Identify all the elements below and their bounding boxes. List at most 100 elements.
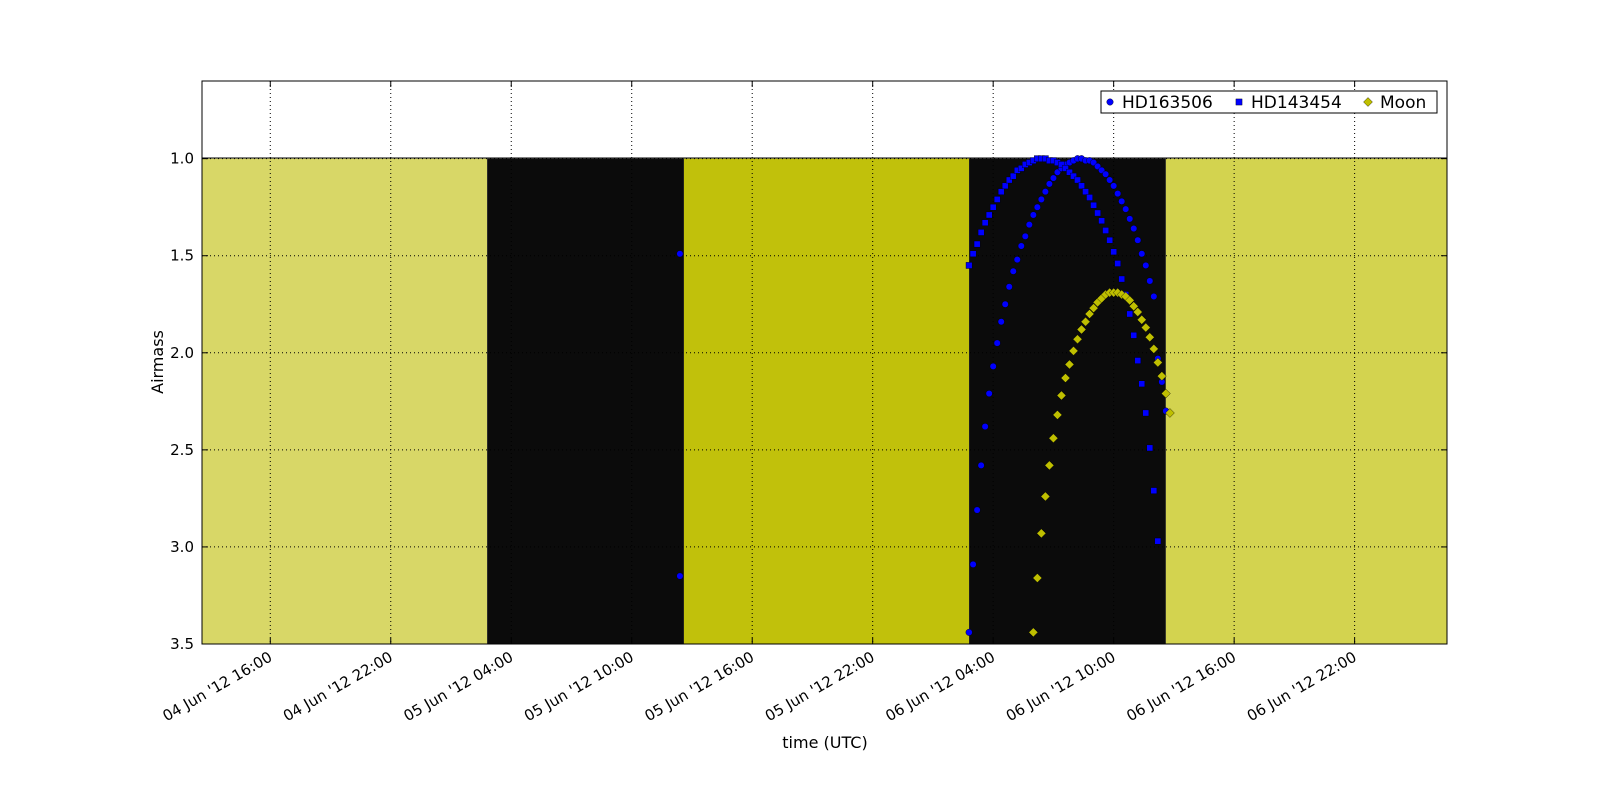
hd163506-point	[989, 362, 997, 370]
moon-point	[1084, 309, 1095, 319]
hd143454-point	[969, 250, 977, 258]
hd143454-point	[965, 262, 973, 269]
hd163506-point	[1037, 195, 1045, 203]
legend-marker-moon	[1363, 97, 1373, 107]
y-tick-label: 1.0	[170, 150, 194, 168]
hd143454-point	[1094, 209, 1101, 217]
hd143454-point	[1001, 182, 1009, 190]
hd163506-point	[973, 506, 981, 514]
background-band	[487, 158, 684, 645]
hd163506-point	[1102, 170, 1110, 178]
hd163506-point	[1029, 211, 1037, 219]
moon-point	[1028, 627, 1039, 638]
hd143454-point	[973, 240, 981, 248]
moon-point	[1136, 315, 1147, 325]
hd163506-point	[676, 250, 684, 258]
hd163506-point	[1041, 188, 1049, 196]
hd163506-point	[1134, 236, 1142, 244]
x-tick-label: 04 Jun '12 16:00	[160, 648, 276, 725]
hd143454-point	[1150, 487, 1158, 494]
hd143454-point	[1110, 248, 1117, 256]
moon-point	[1052, 410, 1063, 420]
hd163506-point	[1118, 197, 1126, 205]
hd143454-point	[1142, 409, 1150, 417]
hd163506-point	[1130, 225, 1138, 232]
hd143454-point	[989, 203, 997, 211]
moon-point	[1088, 303, 1099, 313]
moon-point	[1132, 307, 1143, 317]
hd143454-point	[993, 196, 1001, 203]
hd143454-point	[1058, 161, 1065, 168]
hd163506-point	[1021, 232, 1029, 240]
hd143454-point	[1154, 537, 1162, 545]
background-band	[202, 158, 488, 645]
hd163506-point	[1001, 300, 1009, 308]
hd143454-point	[1086, 194, 1093, 201]
legend-marker-hd143454	[1235, 98, 1243, 106]
hd143454-point	[1018, 165, 1025, 172]
x-tick-label: 06 Jun '12 10:00	[1003, 648, 1119, 725]
hd163506-point	[1146, 277, 1154, 285]
y-axis-label: Airmass	[148, 330, 167, 394]
hd143454-point	[1146, 444, 1154, 452]
hd143454-point	[1090, 201, 1097, 209]
hd143454-point	[1130, 332, 1138, 339]
legend: HD163506 HD143454 Moon	[1100, 90, 1438, 114]
hd163506-point	[981, 423, 989, 431]
hd163506-point	[1142, 261, 1150, 269]
hd163506-point	[1033, 203, 1041, 211]
x-tick-label: 06 Jun '12 22:00	[1244, 648, 1360, 725]
legend-label-moon: Moon	[1380, 93, 1426, 113]
moon-point	[1080, 316, 1091, 327]
hd143454-point	[1009, 172, 1017, 180]
x-tick-label: 06 Jun '12 16:00	[1123, 648, 1239, 725]
y-tick-label: 3.0	[170, 538, 194, 556]
hd143454-point	[1098, 217, 1105, 225]
hd143454-point	[1005, 176, 1013, 184]
moon-point	[1068, 346, 1079, 356]
y-tick-label: 1.5	[170, 247, 194, 265]
hd163506-point	[1106, 176, 1114, 184]
hd143454-point	[1118, 275, 1125, 283]
hd163506-point	[1110, 182, 1118, 190]
hd163506-point	[1017, 242, 1025, 250]
hd163506-point	[985, 390, 993, 398]
background-band	[1165, 158, 1447, 645]
moon-point	[1157, 371, 1167, 381]
moon-point	[1161, 388, 1171, 399]
hd163506-point	[993, 339, 1001, 347]
y-tick-label: 2.0	[170, 344, 194, 362]
x-tick-label: 04 Jun '12 22:00	[280, 648, 396, 725]
moon-point	[1145, 332, 1155, 343]
hd143454-point	[1082, 188, 1089, 195]
moon-point	[1060, 373, 1071, 383]
hd143454-point	[1106, 236, 1113, 244]
hd163506-point	[1049, 174, 1057, 182]
hd163506-point	[1005, 283, 1013, 291]
hd143454-point	[1074, 176, 1081, 184]
y-tick-label: 2.5	[170, 441, 194, 459]
moon-point	[1048, 433, 1059, 443]
legend-label-hd163506: HD163506	[1122, 93, 1213, 113]
hd163506-point	[1138, 250, 1146, 258]
x-tick-label: 05 Jun '12 10:00	[521, 648, 637, 725]
hd163506-point	[1114, 190, 1122, 198]
hd163506-point	[1126, 215, 1134, 223]
background-band	[683, 158, 970, 645]
hd143454-point	[1102, 227, 1109, 234]
hd143454-point	[977, 229, 985, 236]
y-axis-ticks: 1.0 1.5 2.0 2.5 3.0 3.5	[170, 150, 1447, 653]
hd163506-point	[1150, 293, 1158, 300]
legend-box	[1100, 90, 1438, 114]
y-tick-label: 3.5	[170, 635, 194, 653]
moon-point	[1149, 344, 1159, 354]
data-points	[676, 155, 1175, 638]
x-axis-label: time (UTC)	[782, 733, 867, 752]
hd143454-point	[1070, 172, 1077, 180]
moon-point	[1153, 357, 1163, 368]
hd163506-point	[1122, 205, 1130, 213]
moon-point	[1064, 359, 1075, 370]
hd163506-point	[676, 572, 684, 580]
hd143454-point	[985, 211, 993, 219]
